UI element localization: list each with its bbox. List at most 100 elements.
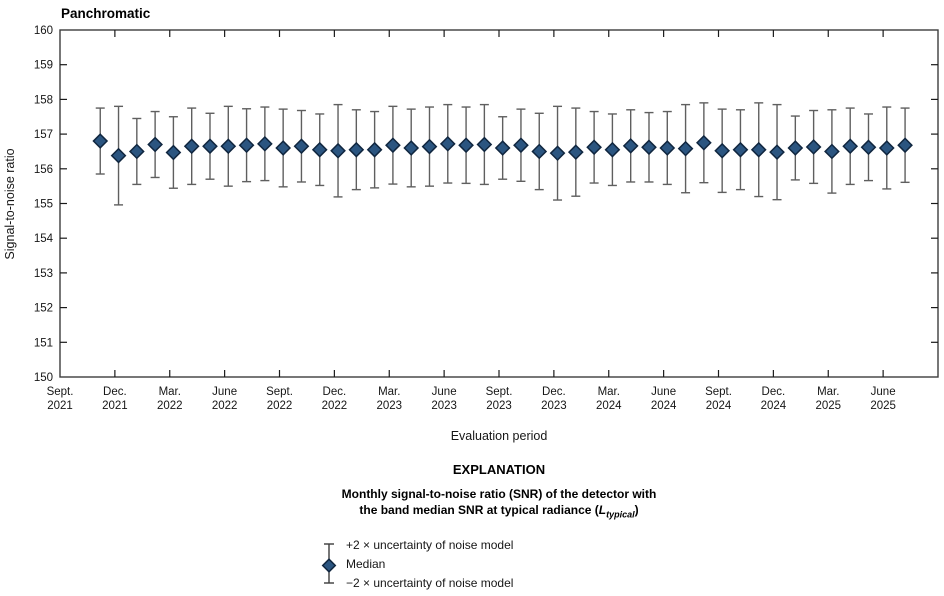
y-tick-label: 158: [34, 94, 53, 106]
median-diamond: [330, 142, 346, 159]
median-diamond: [586, 139, 602, 156]
x-tick-label-year: 2025: [870, 400, 896, 412]
median-diamond: [421, 138, 438, 155]
median-diamond: [659, 140, 676, 156]
x-tick-label-year: 2021: [47, 400, 73, 412]
median-diamond: [622, 138, 639, 154]
x-tick-label-month: Sept.: [486, 386, 513, 398]
x-tick-label-month: June: [212, 386, 237, 398]
median-diamond: [750, 141, 767, 158]
median-diamond: [238, 137, 255, 154]
x-tick-label-month: Sept.: [266, 386, 293, 398]
x-tick-label-month: Sept.: [705, 386, 732, 398]
x-axis-label: Evaluation period: [450, 429, 548, 443]
median-diamond: [677, 140, 694, 157]
x-tick-label-year: 2025: [815, 400, 841, 412]
x-tick-label-year: 2023: [486, 400, 512, 412]
median-diamond: [439, 135, 456, 152]
x-tick-label-month: June: [651, 386, 676, 398]
explanation-section: EXPLANATION Monthly signal-to-noise rati…: [60, 462, 938, 590]
legend-median: Median: [346, 557, 386, 571]
median-diamond: [531, 143, 548, 160]
median-diamond: [92, 133, 109, 149]
x-tick-label-year: 2024: [651, 400, 677, 412]
median-diamond: [458, 137, 474, 154]
y-tick-label: 152: [34, 303, 53, 315]
x-tick-label-month: Sept.: [47, 386, 74, 398]
description-line1: Monthly signal-to-noise ratio (SNR) of t…: [341, 487, 657, 501]
x-tick-label-month: Mar.: [378, 386, 400, 398]
description-line2-pre: the band median SNR at typical radiance …: [359, 503, 599, 517]
median-diamond: [878, 140, 895, 156]
x-tick-label-month: Dec.: [323, 386, 347, 398]
y-tick-label: 160: [34, 25, 53, 37]
radiance-symbol: L: [598, 503, 607, 517]
radiance-subscript: typical: [606, 509, 635, 520]
x-tick-label-year: 2023: [376, 400, 402, 412]
y-axis-label: Signal-to-noise ratio: [3, 148, 17, 259]
median-diamond: [732, 141, 749, 158]
median-diamond: [257, 135, 273, 152]
median-diamond: [842, 138, 859, 155]
median-diamond: [275, 140, 292, 156]
y-tick-label: 154: [34, 233, 54, 245]
snr-chart: Signal-to-noise ratio 150 151 152 153 154 155…: [3, 25, 939, 412]
median-diamond: [293, 138, 310, 155]
median-diamond: [513, 137, 529, 154]
median-diamond: [476, 136, 493, 153]
median-diamond: [824, 143, 840, 160]
legend-median-diamond-icon: [321, 558, 337, 573]
median-diamond: [311, 141, 328, 158]
explanation-heading: EXPLANATION: [452, 462, 546, 477]
explanation-description: Monthly signal-to-noise ratio (SNR) of t…: [60, 486, 938, 522]
y-tick-label: 150: [34, 372, 53, 384]
median-diamond: [348, 141, 365, 158]
median-diamond: [366, 141, 383, 158]
median-diamond: [128, 143, 145, 160]
x-tick-label-year: 2024: [596, 400, 622, 412]
x-tick-label-year: 2022: [267, 400, 293, 412]
x-tick-label-year: 2022: [322, 400, 348, 412]
median-diamond: [202, 138, 218, 155]
chart-legend: +2 × uncertainty of noise model Median −…: [320, 536, 513, 593]
median-diamond: [567, 144, 584, 161]
chart-title: Panchromatic: [61, 6, 151, 21]
x-tick-label-month: Mar.: [159, 386, 181, 398]
x-tick-label-month: Mar.: [817, 386, 839, 398]
y-tick-label: 151: [34, 337, 53, 349]
x-tick-label-year: 2023: [541, 400, 567, 412]
median-diamond: [641, 139, 657, 156]
median-diamond: [714, 142, 731, 159]
median-diamond: [220, 138, 237, 155]
x-tick-label-month: Dec.: [103, 386, 127, 398]
x-tick-label-month: Dec.: [542, 386, 566, 398]
x-tick-label-month: Dec.: [762, 386, 786, 398]
median-diamond: [805, 139, 822, 155]
median-diamond: [494, 140, 511, 156]
y-tick-label: 156: [34, 164, 53, 176]
legend-upper-uncertainty: +2 × uncertainty of noise model: [346, 538, 514, 552]
x-tick-label-month: June: [432, 386, 457, 398]
median-diamond: [549, 145, 566, 162]
x-tick-label-year: 2021: [102, 400, 128, 412]
median-diamond: [403, 140, 420, 156]
y-tick-label: 155: [34, 199, 53, 211]
median-diamond: [147, 136, 163, 153]
median-diamond: [385, 137, 401, 154]
description-line2-post: ): [634, 503, 639, 517]
plot-frame: [59, 29, 939, 378]
x-tick-label-year: 2022: [212, 400, 238, 412]
x-tick-label-year: 2023: [431, 400, 457, 412]
median-diamond: [787, 140, 804, 156]
legend-lower-uncertainty: −2 × uncertainty of noise model: [346, 576, 514, 590]
median-diamond: [110, 147, 127, 164]
y-tick-label: 159: [34, 60, 53, 72]
median-diamond: [860, 139, 877, 156]
median-diamond: [165, 144, 182, 161]
median-diamond: [897, 137, 913, 154]
y-tick-label: 157: [34, 129, 53, 141]
legend-labels: +2 × uncertainty of noise model Median −…: [346, 536, 513, 593]
median-diamond: [696, 134, 712, 151]
x-tick-label-year: 2024: [761, 400, 787, 412]
